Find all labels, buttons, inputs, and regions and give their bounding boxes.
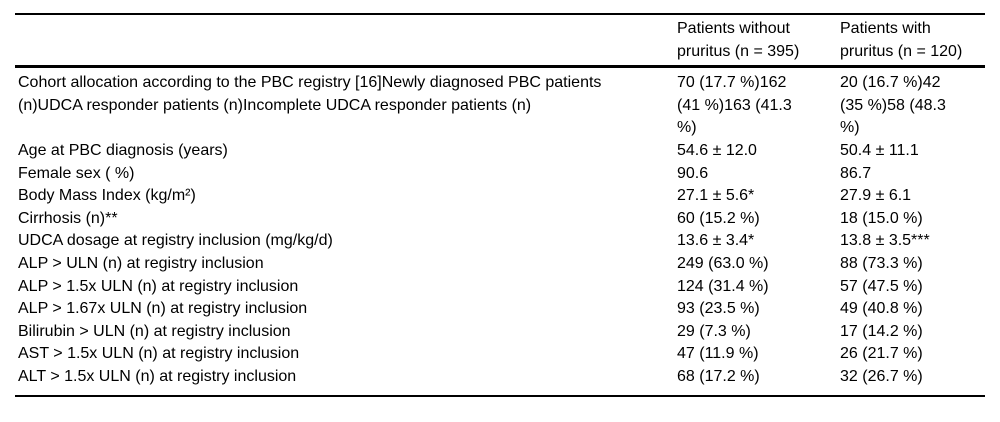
table-row: AST > 1.5x ULN (n) at registry inclusion… [15,343,985,366]
cell-without-pruritus: 27.1 ± 5.6* [677,187,755,205]
row-label: ALT > 1.5x ULN (n) at registry inclusion [18,367,297,385]
cell-without-pruritus: 249 (63.0 %) [677,254,769,272]
table-row: Bilirubin > ULN (n) at registry inclusio… [15,321,985,344]
row-label: Female sex ( %) [18,164,135,182]
table-row: ALP > 1.67x ULN (n) at registry inclusio… [15,298,985,321]
cell-with-pruritus: 20 (16.7 %)42 (35 %)58 (48.3 %) [840,74,946,137]
cell-without-pruritus: 68 (17.2 %) [677,367,760,385]
header-patients-without-pruritus: Patients without pruritus (n = 395) [677,20,800,60]
table-row: Age at PBC diagnosis (years) 54.6 ± 12.0… [15,140,985,163]
table-row: ALT > 1.5x ULN (n) at registry inclusion… [15,366,985,389]
header-patients-with-pruritus: Patients with pruritus (n = 120) [840,20,963,60]
cell-without-pruritus: 54.6 ± 12.0 [677,141,757,159]
row-label: ALP > 1.67x ULN (n) at registry inclusio… [18,300,308,318]
cell-with-pruritus: 18 (15.0 %) [840,209,923,227]
cell-without-pruritus: 47 (11.9 %) [677,345,759,363]
row-label: Body Mass Index (kg/m²) [18,187,196,205]
table-row: Cirrhosis (n)** 60 (15.2 %) 18 (15.0 %) [15,208,985,231]
cell-with-pruritus: 88 (73.3 %) [840,254,923,272]
row-label: AST > 1.5x ULN (n) at registry inclusion [18,345,300,363]
table-header-row: Patients without pruritus (n = 395) Pati… [15,15,985,69]
row-label: Cohort allocation according to the PBC r… [18,74,602,114]
cell-without-pruritus: 29 (7.3 %) [677,322,751,340]
table-row: ALP > ULN (n) at registry inclusion 249 … [15,253,985,276]
cell-without-pruritus: 60 (15.2 %) [677,209,760,227]
patient-characteristics-table: Patients without pruritus (n = 395) Pati… [15,13,985,397]
table-row: ALP > 1.5x ULN (n) at registry inclusion… [15,276,985,299]
table-row: Cohort allocation according to the PBC r… [15,72,985,140]
table-row: Female sex ( %) 90.6 86.7 [15,163,985,186]
cell-with-pruritus: 57 (47.5 %) [840,277,923,295]
cell-without-pruritus: 70 (17.7 %)162 (41 %)163 (41.3 %) [677,74,792,137]
row-label: UDCA dosage at registry inclusion (mg/kg… [18,232,333,250]
cell-with-pruritus: 50.4 ± 11.1 [840,141,919,159]
cell-with-pruritus: 26 (21.7 %) [840,345,923,363]
row-label: Age at PBC diagnosis (years) [18,141,228,159]
row-label: ALP > 1.5x ULN (n) at registry inclusion [18,277,299,295]
cell-with-pruritus: 13.8 ± 3.5*** [840,232,930,250]
row-label: ALP > ULN (n) at registry inclusion [18,254,264,272]
table-row: Body Mass Index (kg/m²) 27.1 ± 5.6* 27.9… [15,185,985,208]
table-row: UDCA dosage at registry inclusion (mg/kg… [15,230,985,253]
row-label: Cirrhosis (n)** [18,209,118,227]
cell-without-pruritus: 124 (31.4 %) [677,277,769,295]
cell-with-pruritus: 17 (14.2 %) [840,322,923,340]
cell-with-pruritus: 27.9 ± 6.1 [840,187,912,205]
table-body: Cohort allocation according to the PBC r… [15,68,985,394]
cell-with-pruritus: 86.7 [840,164,872,182]
row-label: Bilirubin > ULN (n) at registry inclusio… [18,322,291,340]
cell-with-pruritus: 32 (26.7 %) [840,367,923,385]
cell-without-pruritus: 90.6 [677,164,709,182]
cell-without-pruritus: 93 (23.5 %) [677,300,760,318]
cell-with-pruritus: 49 (40.8 %) [840,300,923,318]
cell-without-pruritus: 13.6 ± 3.4* [677,232,755,250]
